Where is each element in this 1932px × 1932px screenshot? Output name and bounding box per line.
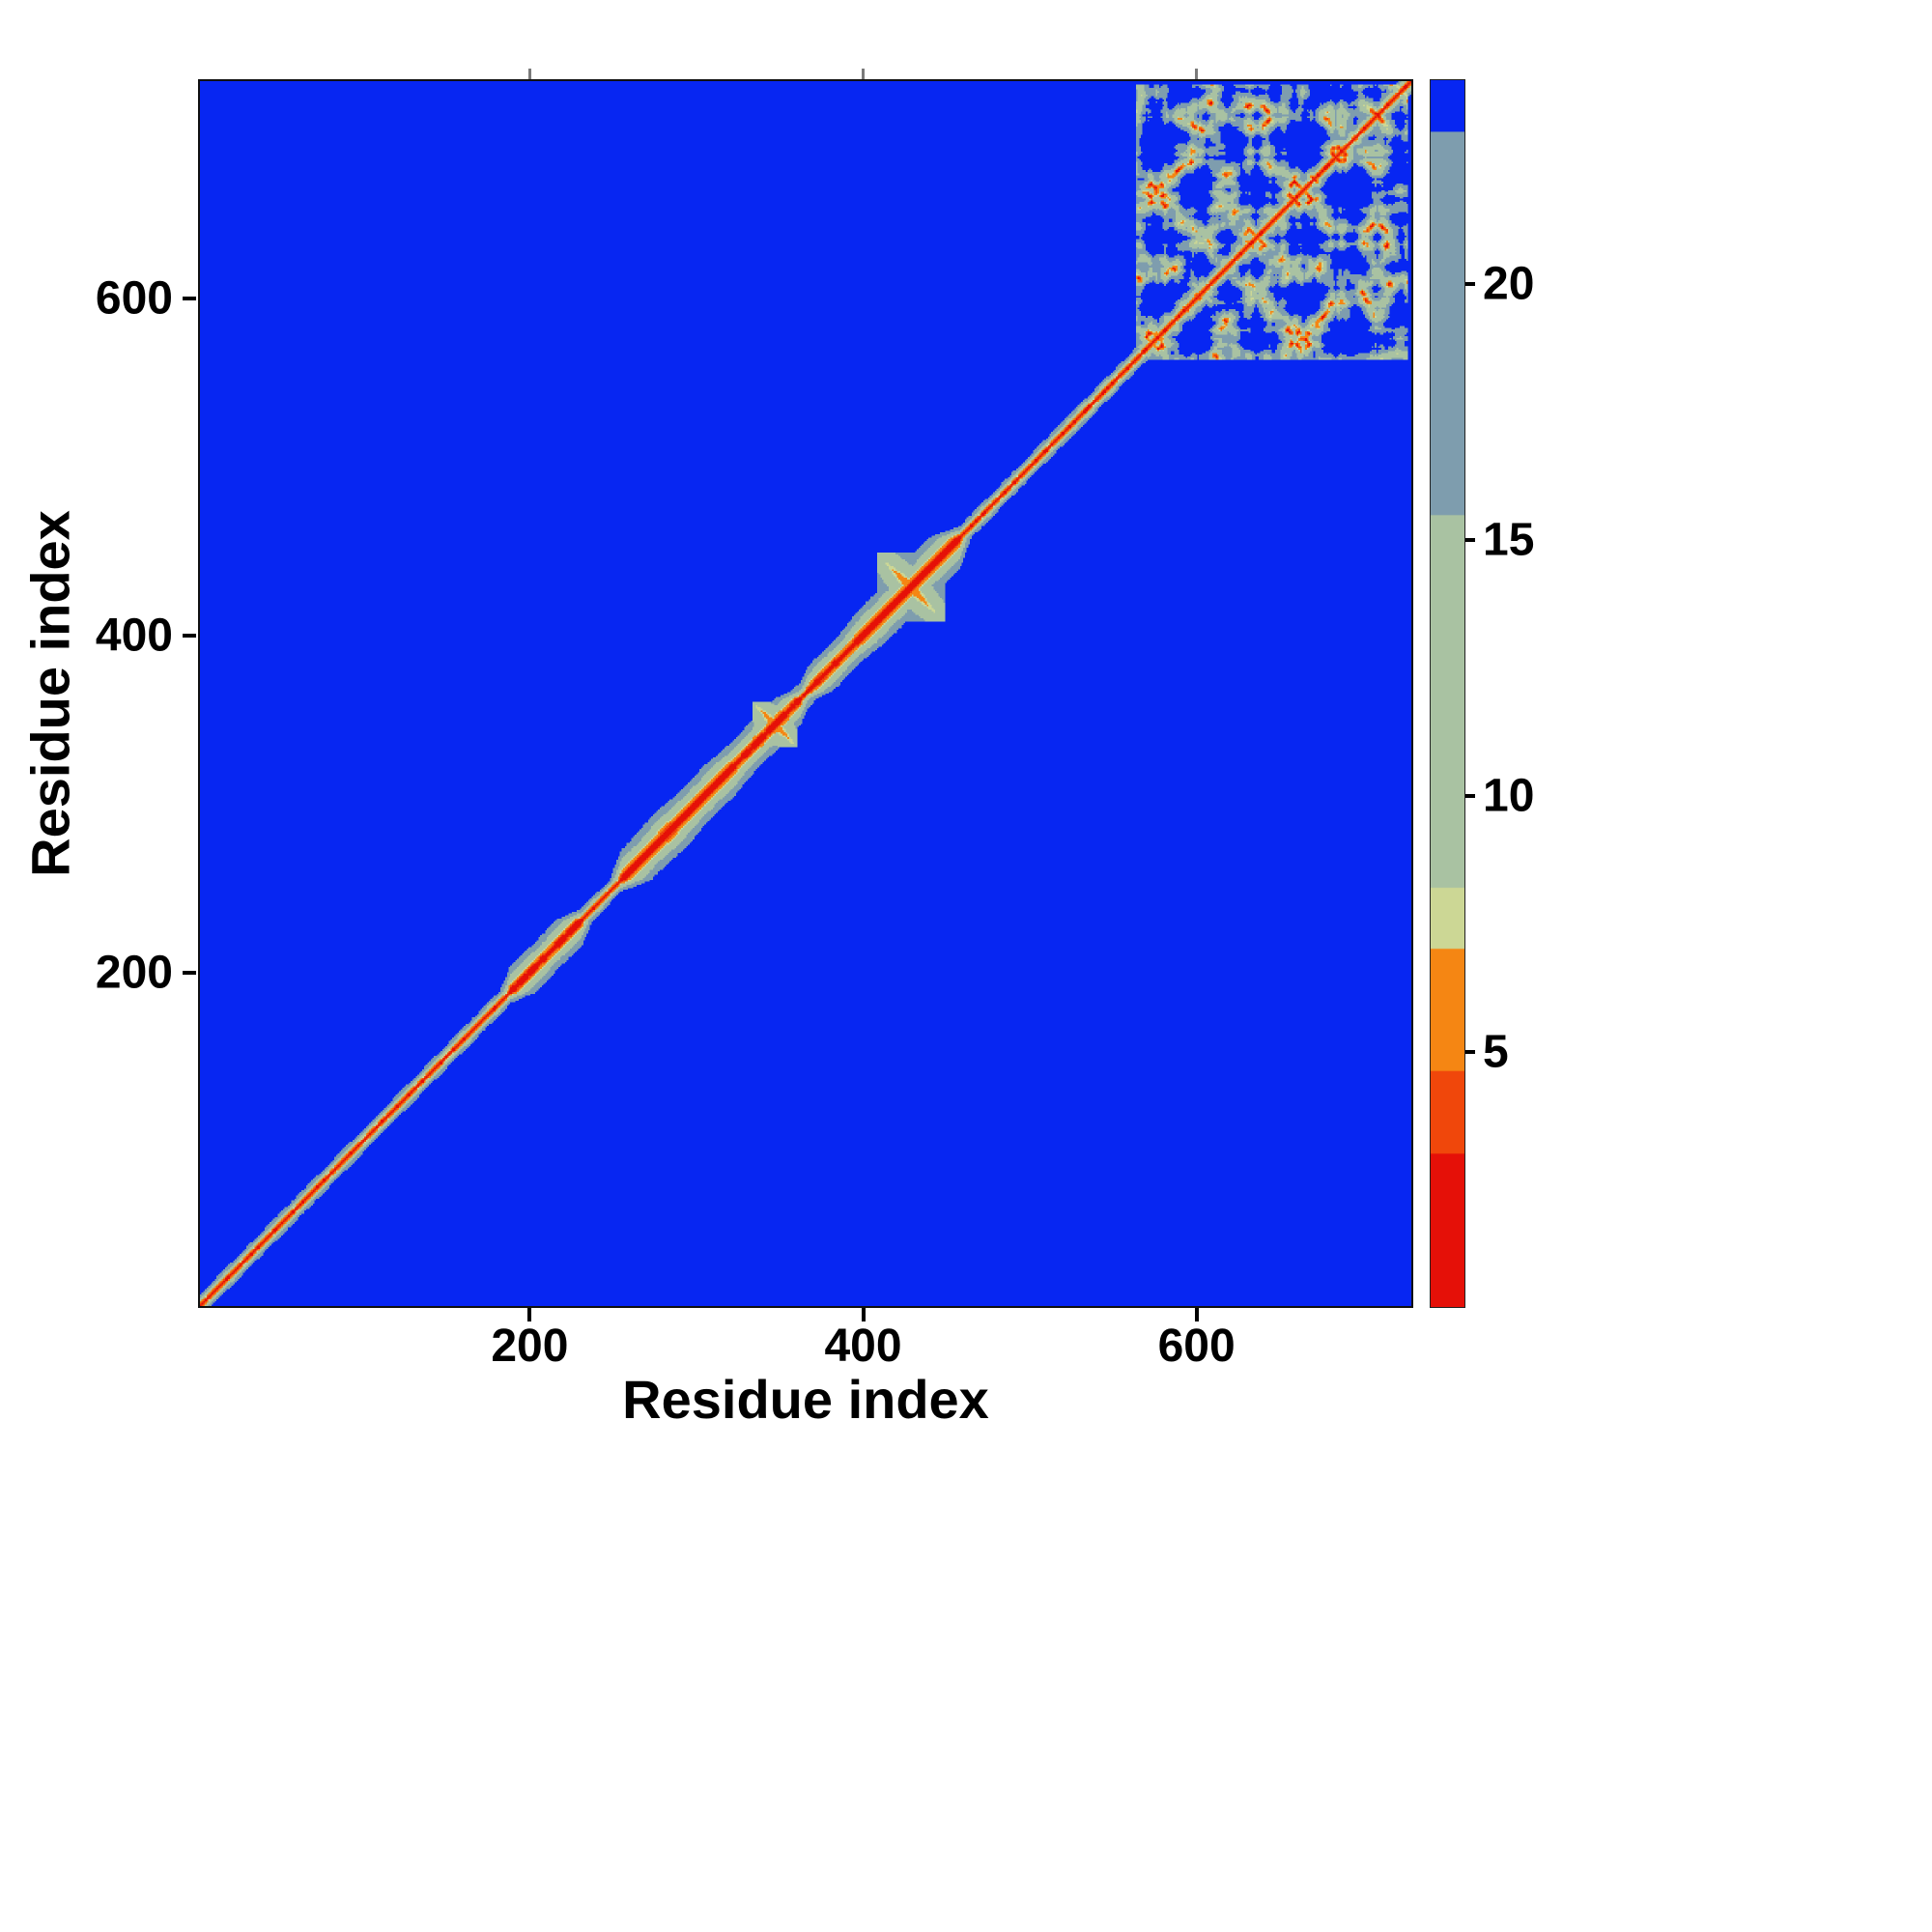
colorbar [1430, 79, 1465, 1308]
colorbar-tick-mark [1465, 794, 1475, 798]
x-tick-mark [1194, 1308, 1199, 1321]
y-tick-mark [183, 970, 196, 975]
colorbar-tick-mark [1465, 282, 1475, 286]
x-tick-label: 200 [491, 1321, 569, 1372]
colorbar-tick-mark [1465, 538, 1475, 542]
x-tick-mark [527, 1308, 532, 1321]
x-tick-mark [861, 1308, 866, 1321]
colorbar-tick-label: 20 [1483, 258, 1535, 310]
x-top-tick-mark [1195, 69, 1199, 79]
colorbar-tick-label: 15 [1483, 514, 1535, 566]
colorbar-tick-label: 10 [1483, 770, 1535, 822]
x-top-tick-mark [527, 69, 531, 79]
x-axis-label: Residue index [622, 1369, 989, 1430]
y-tick-label: 200 [95, 947, 173, 999]
y-tick-mark [183, 296, 196, 300]
y-tick-label: 600 [95, 272, 173, 325]
heatmap-canvas [200, 81, 1411, 1306]
y-tick-label: 400 [95, 610, 173, 662]
y-tick-mark [183, 633, 196, 638]
colorbar-tick-label: 5 [1483, 1026, 1509, 1078]
x-top-tick-mark [862, 69, 866, 79]
colorbar-tick-mark [1465, 1050, 1475, 1054]
x-tick-label: 400 [824, 1321, 902, 1372]
y-axis-label: Residue index [19, 510, 81, 877]
x-tick-label: 600 [1157, 1321, 1236, 1372]
plot-area [198, 79, 1413, 1308]
colorbar-canvas [1431, 80, 1464, 1307]
